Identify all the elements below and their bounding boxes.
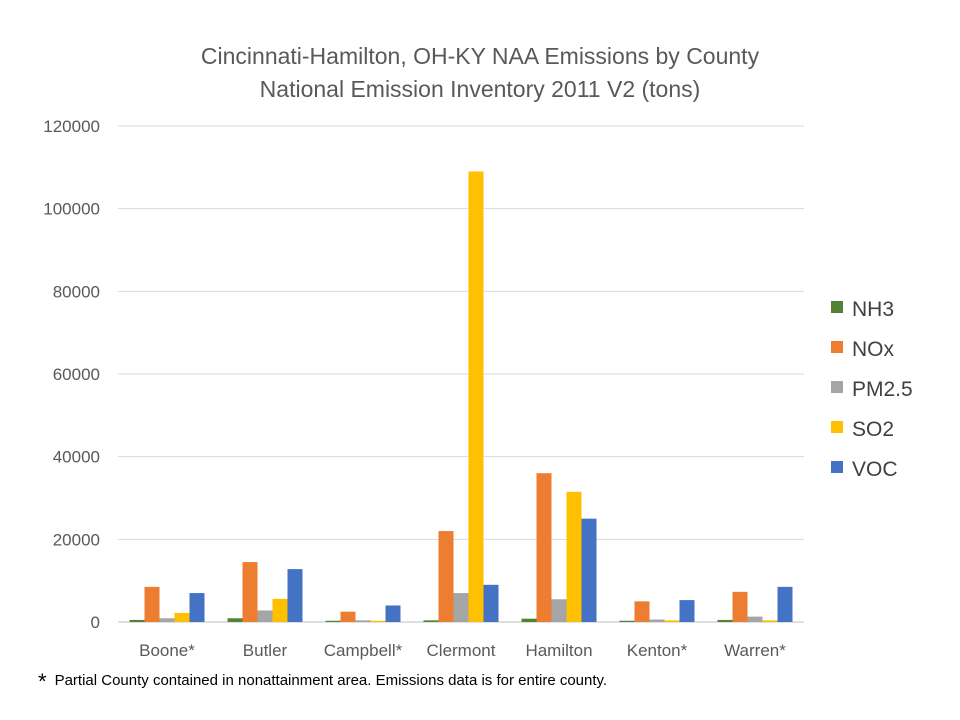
x-category-label: Hamilton bbox=[525, 641, 592, 660]
bar-voc-5 bbox=[679, 600, 695, 622]
legend-label: VOC bbox=[852, 458, 898, 481]
x-category-label: Warren* bbox=[724, 641, 786, 660]
bar-pm25-6 bbox=[747, 616, 763, 622]
y-tick-label: 20000 bbox=[53, 530, 100, 549]
chart-title-line-1: Cincinnati-Hamilton, OH-KY NAA Emissions… bbox=[201, 43, 760, 69]
footnote: * Partial County contained in nonattainme… bbox=[38, 669, 607, 695]
bar-voc-1 bbox=[287, 569, 303, 622]
y-tick-label: 40000 bbox=[53, 448, 100, 467]
legend-label: SO2 bbox=[852, 418, 894, 441]
bar-pm25-3 bbox=[453, 593, 469, 622]
bar-voc-3 bbox=[483, 584, 499, 622]
bar-pm25-0 bbox=[159, 618, 175, 622]
bar-nox-2 bbox=[340, 611, 356, 622]
bar-pm25-5 bbox=[649, 619, 665, 622]
bar-voc-2 bbox=[385, 605, 401, 622]
chart-title-line-2: National Emission Inventory 2011 V2 (ton… bbox=[260, 76, 701, 102]
footnote-symbol: * bbox=[38, 669, 47, 694]
x-category-label: Boone* bbox=[139, 641, 195, 660]
bar-pm25-1 bbox=[257, 610, 273, 622]
legend-swatch bbox=[831, 421, 843, 433]
y-tick-label: 60000 bbox=[53, 365, 100, 384]
legend: NH3 NOx PM2.5 SO2 VOC bbox=[831, 298, 913, 481]
bar-voc-0 bbox=[189, 593, 205, 622]
bar-so2-2 bbox=[370, 620, 386, 622]
bar-nox-5 bbox=[634, 601, 650, 622]
gridlines bbox=[118, 125, 804, 623]
bar-so2-6 bbox=[762, 620, 778, 622]
bar-voc-4 bbox=[581, 518, 597, 622]
bar-nh3-3 bbox=[423, 620, 439, 622]
bar-pm25-4 bbox=[551, 599, 567, 622]
y-tick-label: 120000 bbox=[43, 117, 100, 136]
chart-title: Cincinnati-Hamilton, OH-KY NAA Emissions… bbox=[201, 43, 760, 102]
footnote-text: Partial County contained in nonattainmen… bbox=[54, 672, 608, 689]
bar-pm25-2 bbox=[355, 620, 371, 622]
x-axis-categories: Boone* Butler Campbell* Clermont Hamilton Ken… bbox=[139, 641, 786, 660]
bar-nh3-2 bbox=[325, 620, 341, 622]
bar-so2-5 bbox=[664, 620, 680, 622]
bars bbox=[129, 171, 793, 622]
x-category-label: Butler bbox=[243, 641, 288, 660]
bar-voc-6 bbox=[777, 586, 793, 622]
legend-label: NH3 bbox=[852, 298, 894, 321]
x-category-label: Clermont bbox=[427, 641, 496, 660]
bar-nh3-0 bbox=[129, 619, 145, 622]
bar-nox-6 bbox=[732, 591, 748, 622]
y-tick-label: 0 bbox=[91, 613, 100, 632]
x-category-label: Campbell* bbox=[324, 641, 403, 660]
bar-nh3-1 bbox=[227, 618, 243, 622]
bar-so2-4 bbox=[566, 491, 582, 622]
legend-swatch bbox=[831, 381, 843, 393]
y-tick-label: 80000 bbox=[53, 282, 100, 301]
bar-nh3-5 bbox=[619, 620, 635, 622]
legend-swatch bbox=[831, 461, 843, 473]
legend-label: NOx bbox=[852, 338, 895, 361]
bar-nox-4 bbox=[536, 473, 552, 622]
y-axis-ticks: 0 20000 40000 60000 80000 100000 120000 bbox=[43, 117, 100, 632]
legend-swatch bbox=[831, 301, 843, 313]
bar-nox-3 bbox=[438, 531, 454, 622]
bar-nox-1 bbox=[242, 562, 258, 622]
bar-so2-0 bbox=[174, 612, 190, 622]
y-tick-label: 100000 bbox=[43, 200, 100, 219]
bar-so2-3 bbox=[468, 171, 484, 622]
bar-nh3-4 bbox=[521, 618, 537, 622]
legend-swatch bbox=[831, 341, 843, 353]
legend-label: PM2.5 bbox=[852, 378, 913, 401]
bar-so2-1 bbox=[272, 598, 288, 622]
x-category-label: Kenton* bbox=[627, 641, 688, 660]
bar-nox-0 bbox=[144, 586, 160, 622]
bar-nh3-6 bbox=[717, 619, 733, 622]
